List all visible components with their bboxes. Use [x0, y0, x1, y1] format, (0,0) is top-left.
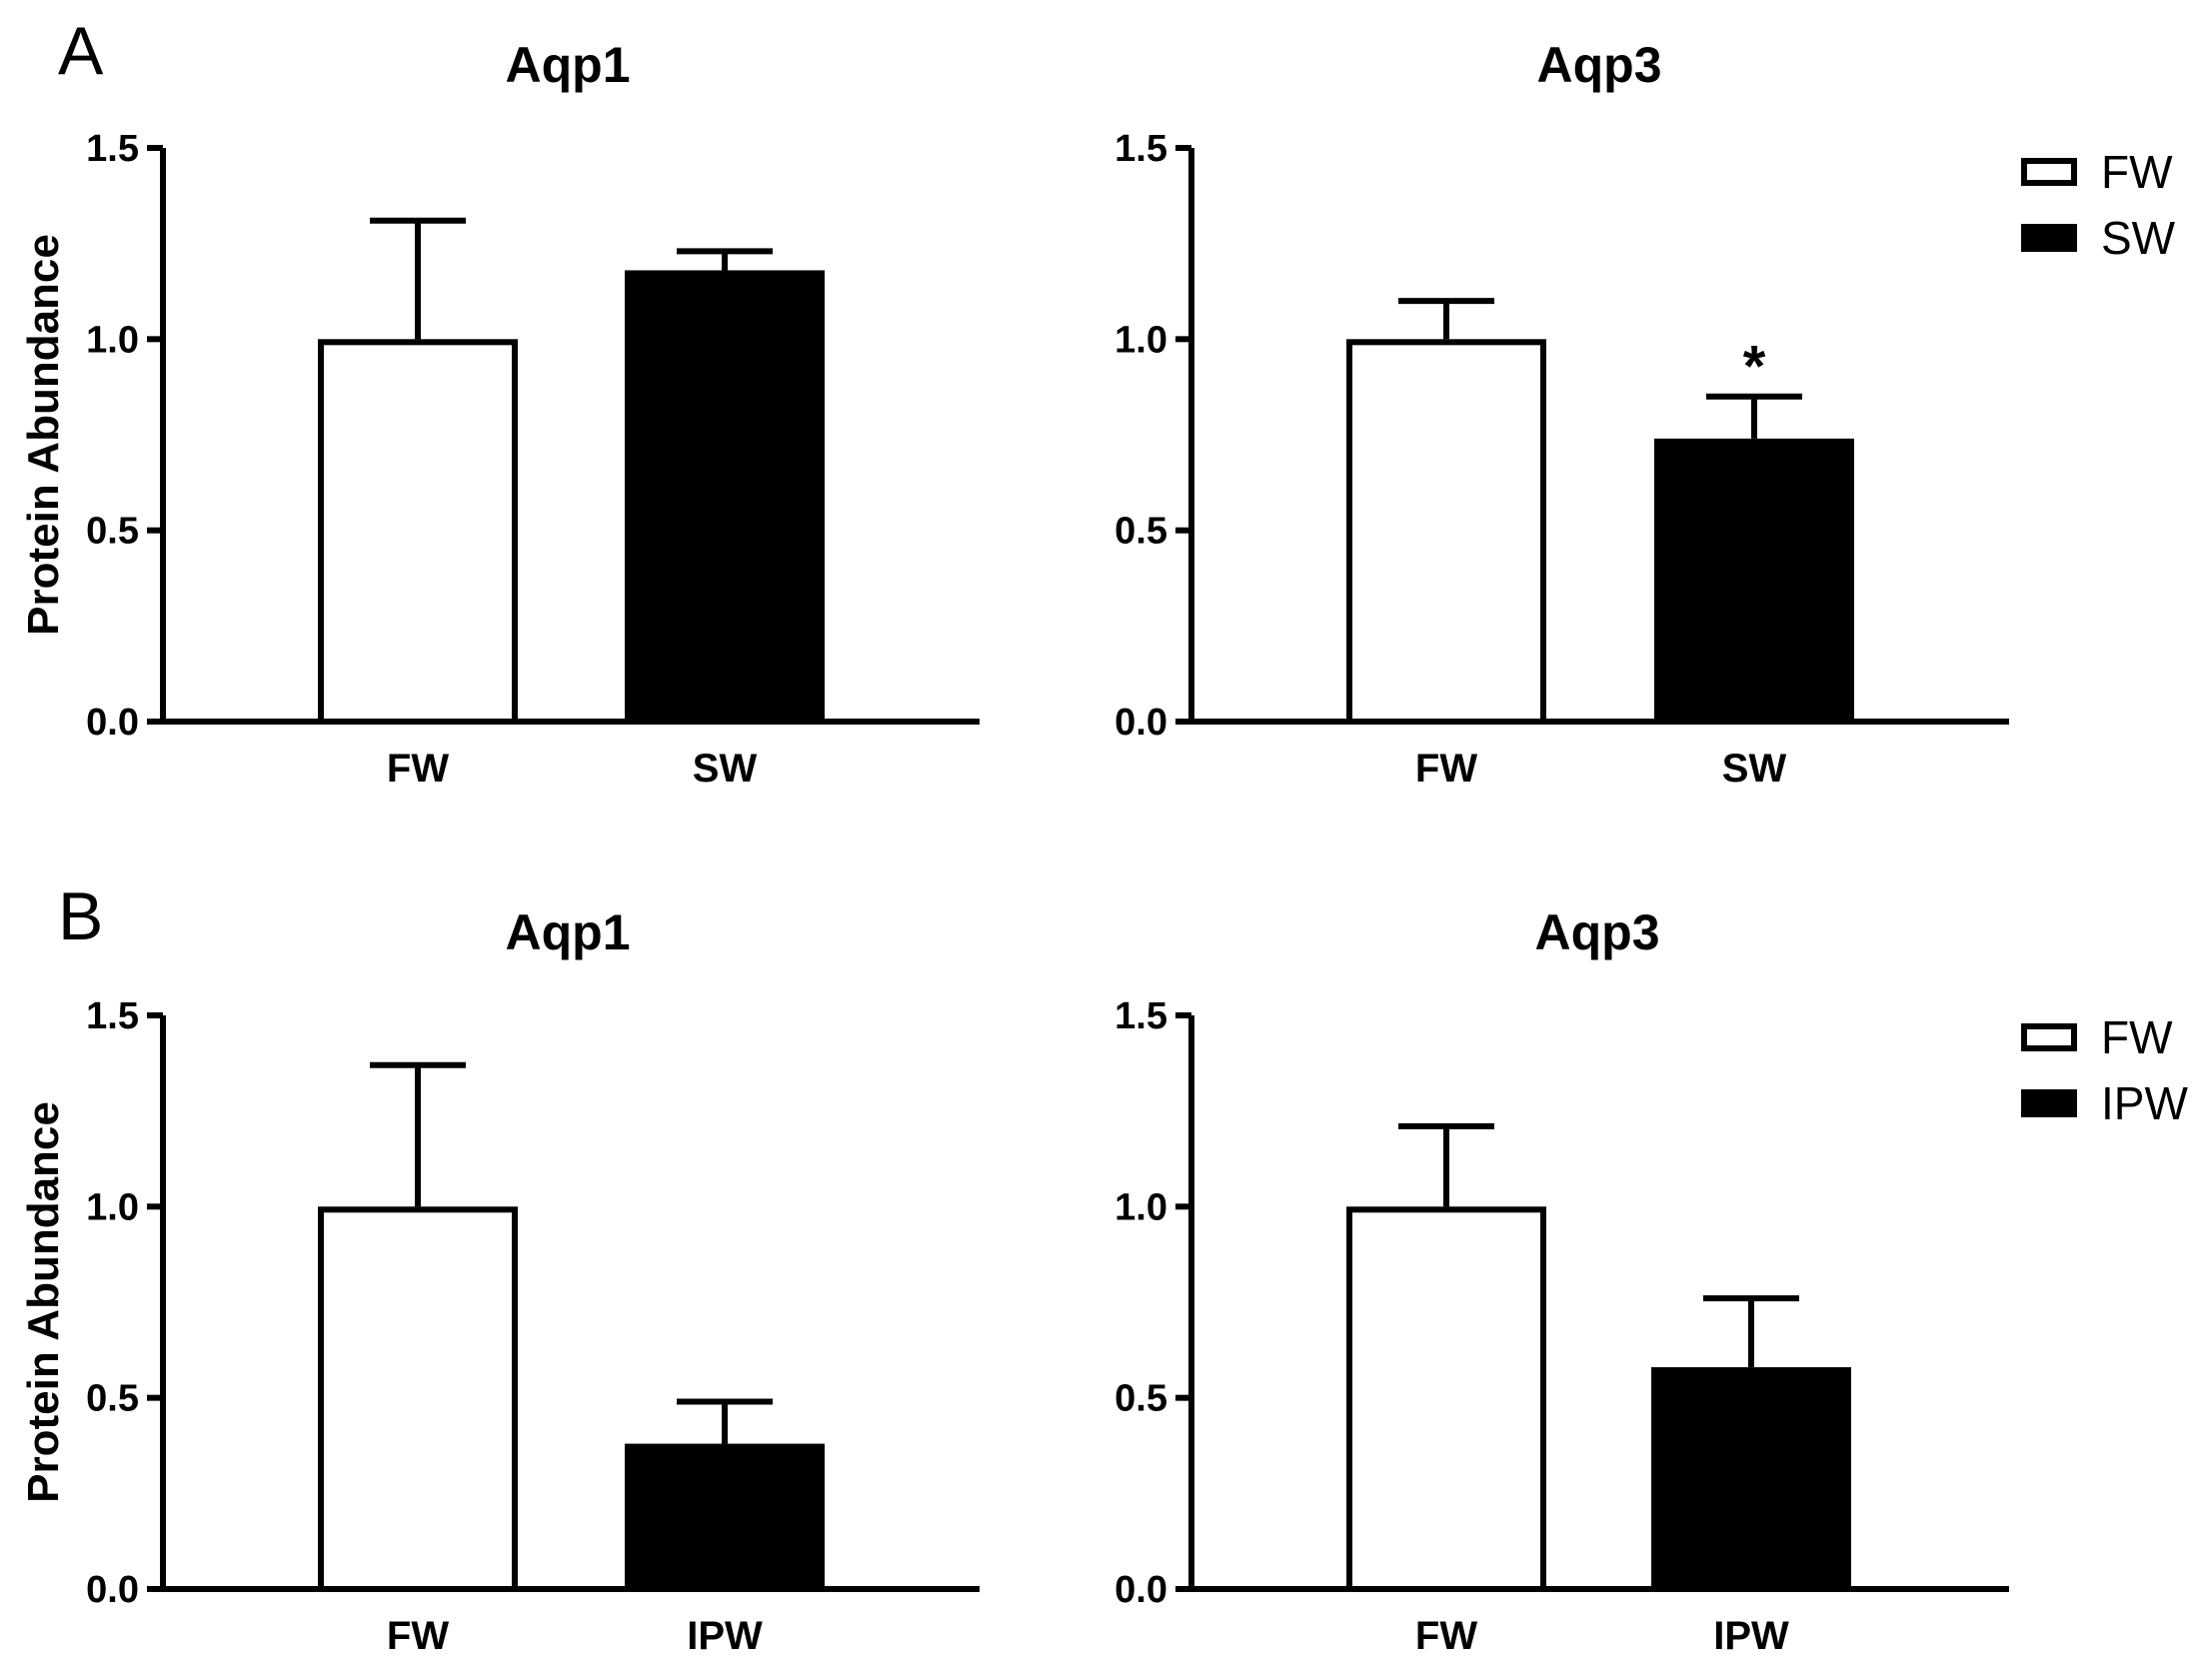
x-tick-label: IPW	[687, 1614, 763, 1658]
y-tick-label: 1.5	[1114, 128, 1167, 170]
x-tick-label: SW	[693, 747, 758, 791]
significance-marker: *	[1743, 335, 1766, 400]
y-tick-label: 1.5	[1114, 995, 1167, 1037]
chart-title: Aqp3	[1537, 37, 1662, 93]
chart-title: Aqp3	[1535, 904, 1660, 960]
y-tick-label: 0.0	[86, 702, 139, 744]
legend-label-sw: SW	[2101, 212, 2176, 264]
y-tick-label: 1.0	[1114, 319, 1167, 361]
y-tick-label: 0.0	[1114, 1569, 1167, 1611]
y-tick-label: 0.0	[86, 1569, 139, 1611]
chart-title: Aqp1	[506, 37, 631, 93]
y-axis-label: Protein Abundance	[19, 234, 68, 636]
x-tick-label: SW	[1722, 747, 1787, 791]
y-axis-label: Protein Abundance	[19, 1101, 68, 1503]
chart-2: Aqp3 FW * SW 0.0 0.5 1.0 1.5 FW SW	[1114, 37, 2176, 791]
bar-fw	[318, 339, 518, 725]
chart-title: Aqp1	[506, 904, 631, 960]
y-tick-label: 1.0	[1114, 1186, 1167, 1228]
x-tick-label: FW	[1415, 1614, 1477, 1658]
bar-fw	[318, 1206, 518, 1593]
y-tick-label: 0.5	[1114, 1378, 1167, 1420]
x-tick-label: FW	[1415, 747, 1477, 791]
y-tick-label: 1.0	[86, 1186, 139, 1228]
y-tick-label: 0.0	[1114, 702, 1167, 744]
chart-1: Aqp1 Protein Abundance FW SW 0.0 0.5 1.0 1.5	[19, 37, 980, 791]
y-tick-label: 1.0	[86, 319, 139, 361]
y-tick-label: 0.5	[86, 1378, 139, 1420]
bar-fw	[1346, 1206, 1546, 1593]
legend-label-ipw: IPW	[2101, 1077, 2188, 1129]
x-tick-label: FW	[387, 747, 449, 791]
bar-sw	[1654, 438, 1854, 722]
legend-swatch-sw	[2021, 224, 2077, 252]
y-tick-label: 0.5	[86, 511, 139, 553]
x-tick-label: FW	[387, 1614, 449, 1658]
panel-letter-a: A	[58, 13, 104, 89]
bar-fw	[1346, 339, 1546, 725]
bar-ipw	[625, 1443, 825, 1589]
bar-ipw	[1651, 1367, 1851, 1589]
y-tick-label: 1.5	[86, 128, 139, 170]
legend-label-fw: FW	[2101, 146, 2173, 198]
legend-label-fw: FW	[2101, 1011, 2173, 1063]
x-tick-label: IPW	[1713, 1614, 1789, 1658]
bar-sw	[625, 270, 825, 722]
legend-swatch-fw	[2021, 158, 2077, 186]
legend-swatch-ipw	[2021, 1089, 2077, 1117]
chart-3: Aqp1 Protein Abundance FW IPW 0.0 0.5 1.0 1.5	[19, 904, 980, 1658]
panel-letter-b: B	[58, 878, 103, 954]
y-tick-label: 0.5	[1114, 511, 1167, 553]
legend-swatch-fw	[2021, 1023, 2077, 1051]
chart-4: Aqp3 FW IPW 0.0 0.5 1.0 1.5 FW IPW	[1114, 904, 2188, 1658]
y-tick-label: 1.5	[86, 995, 139, 1037]
